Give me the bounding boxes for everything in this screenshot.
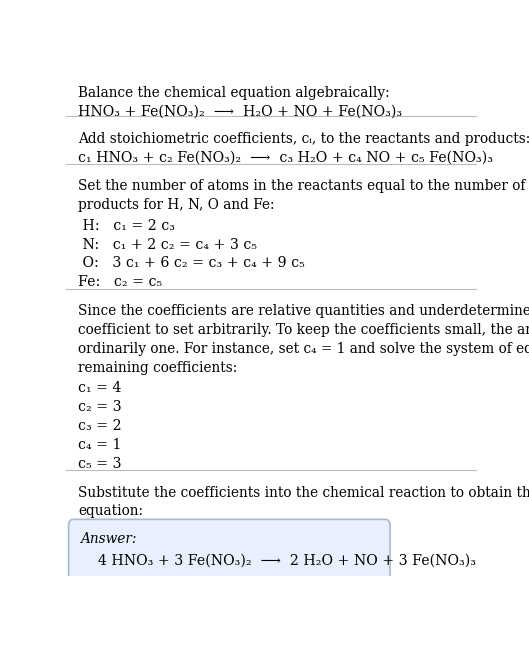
Text: HNO₃ + Fe(NO₃)₂  ⟶  H₂O + NO + Fe(NO₃)₃: HNO₃ + Fe(NO₃)₂ ⟶ H₂O + NO + Fe(NO₃)₃ [78, 105, 403, 119]
Text: equation:: equation: [78, 505, 143, 518]
Text: c₄ = 1: c₄ = 1 [78, 438, 122, 452]
Text: Add stoichiometric coefficients, cᵢ, to the reactants and products:: Add stoichiometric coefficients, cᵢ, to … [78, 131, 529, 146]
Text: products for H, N, O and Fe:: products for H, N, O and Fe: [78, 198, 275, 212]
Text: c₅ = 3: c₅ = 3 [78, 457, 122, 471]
Text: coefficient to set arbitrarily. To keep the coefficients small, the arbitrary va: coefficient to set arbitrarily. To keep … [78, 323, 529, 336]
Text: Set the number of atoms in the reactants equal to the number of atoms in the: Set the number of atoms in the reactants… [78, 179, 529, 193]
Text: c₁ HNO₃ + c₂ Fe(NO₃)₂  ⟶  c₃ H₂O + c₄ NO + c₅ Fe(NO₃)₃: c₁ HNO₃ + c₂ Fe(NO₃)₂ ⟶ c₃ H₂O + c₄ NO +… [78, 151, 494, 164]
Text: Since the coefficients are relative quantities and underdetermined, choose a: Since the coefficients are relative quan… [78, 304, 529, 318]
Text: H:   c₁ = 2 c₃: H: c₁ = 2 c₃ [78, 219, 176, 233]
Text: Fe:   c₂ = c₅: Fe: c₂ = c₅ [78, 276, 162, 289]
FancyBboxPatch shape [69, 520, 390, 590]
Text: ordinarily one. For instance, set c₄ = 1 and solve the system of equations for t: ordinarily one. For instance, set c₄ = 1… [78, 342, 529, 356]
Text: remaining coefficients:: remaining coefficients: [78, 360, 238, 375]
Text: c₁ = 4: c₁ = 4 [78, 382, 122, 395]
Text: Answer:: Answer: [80, 532, 136, 546]
Text: 4 HNO₃ + 3 Fe(NO₃)₂  ⟶  2 H₂O + NO + 3 Fe(NO₃)₃: 4 HNO₃ + 3 Fe(NO₃)₂ ⟶ 2 H₂O + NO + 3 Fe(… [98, 554, 476, 568]
Text: Substitute the coefficients into the chemical reaction to obtain the balanced: Substitute the coefficients into the che… [78, 485, 529, 499]
Text: N:   c₁ + 2 c₂ = c₄ + 3 c₅: N: c₁ + 2 c₂ = c₄ + 3 c₅ [78, 237, 258, 252]
Text: c₃ = 2: c₃ = 2 [78, 419, 122, 433]
Text: c₂ = 3: c₂ = 3 [78, 400, 122, 414]
Text: O:   3 c₁ + 6 c₂ = c₃ + c₄ + 9 c₅: O: 3 c₁ + 6 c₂ = c₃ + c₄ + 9 c₅ [78, 256, 305, 270]
Text: Balance the chemical equation algebraically:: Balance the chemical equation algebraica… [78, 86, 390, 100]
